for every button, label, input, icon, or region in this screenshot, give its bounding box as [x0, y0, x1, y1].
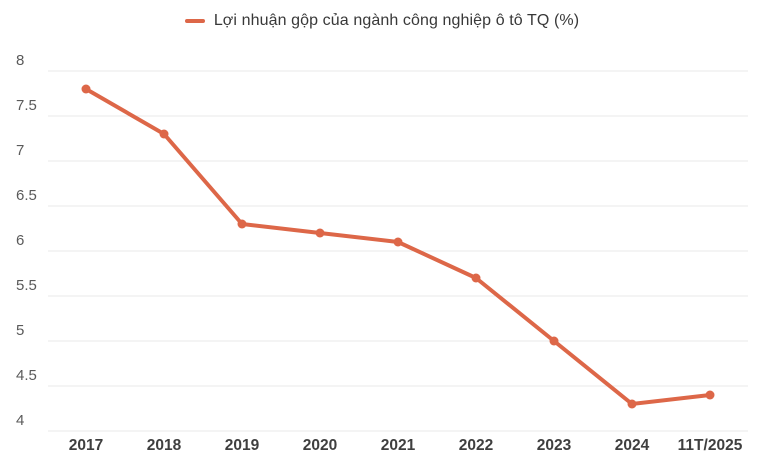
y-tick-label: 7 — [16, 142, 24, 159]
x-tick-label: 2023 — [537, 437, 572, 454]
y-tick-label: 4.5 — [16, 367, 37, 384]
x-tick-label: 2017 — [69, 437, 103, 454]
chart-legend: Lợi nhuận gộp của ngành công nghiệp ô tô… — [0, 12, 764, 30]
x-tick-label: 2022 — [459, 437, 493, 454]
data-point — [471, 273, 481, 283]
data-point — [159, 129, 169, 139]
y-tick-label: 5 — [16, 322, 24, 339]
x-tick-label: 2024 — [615, 437, 650, 454]
legend-series-label: Lợi nhuận gộp của ngành công nghiệp ô tô… — [213, 12, 580, 29]
x-tick-label: 2019 — [225, 437, 260, 454]
y-tick-label: 7.5 — [16, 97, 37, 114]
data-point — [81, 84, 91, 94]
x-tick-label: 2021 — [381, 437, 416, 454]
data-point — [549, 336, 559, 346]
x-tick-label: 2018 — [147, 437, 182, 454]
legend-line-marker-icon — [184, 18, 205, 24]
y-tick-label: 6 — [16, 232, 24, 249]
data-point — [705, 390, 715, 400]
data-point — [627, 399, 637, 409]
data-point — [237, 219, 247, 229]
y-tick-label: 4 — [16, 412, 24, 429]
data-point — [315, 228, 325, 238]
y-tick-label: 8 — [16, 52, 24, 69]
y-tick-label: 6.5 — [16, 187, 37, 204]
data-point — [393, 237, 403, 247]
x-tick-label: 2020 — [303, 437, 337, 454]
y-tick-label: 5.5 — [16, 277, 37, 294]
x-tick-label: 11T/2025 — [678, 437, 743, 454]
